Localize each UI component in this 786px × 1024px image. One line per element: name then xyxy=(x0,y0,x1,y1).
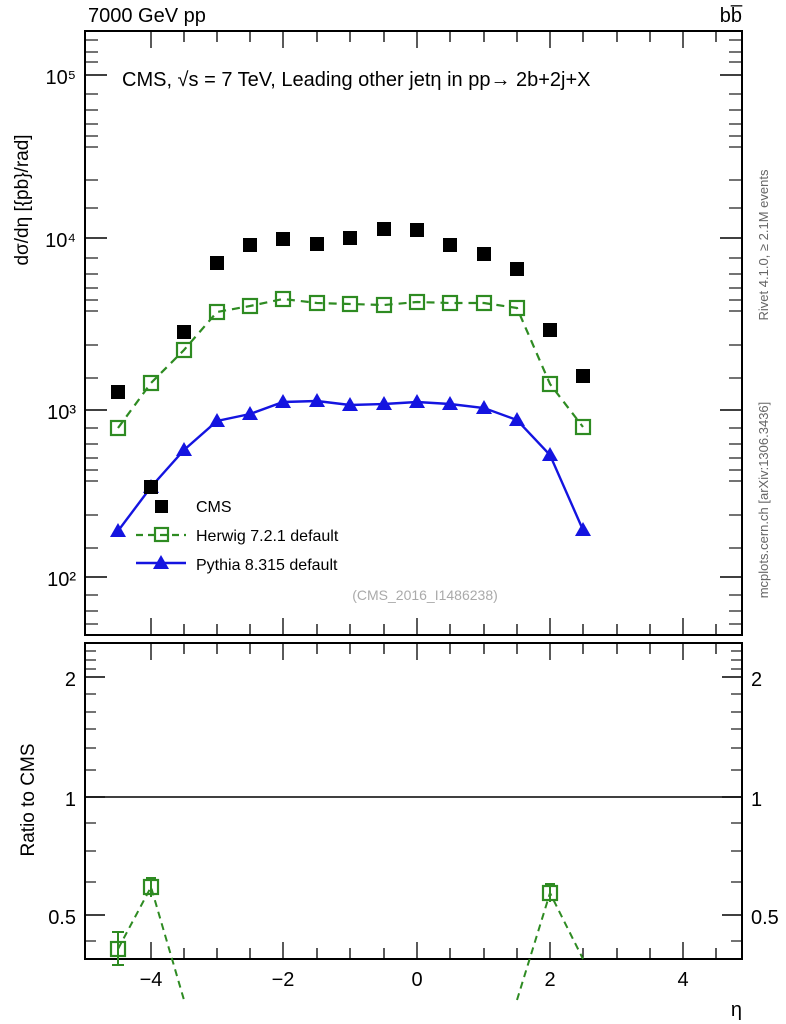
series-markers-herwig xyxy=(109,290,592,437)
ratio-ytick-2-left: 2 xyxy=(65,669,76,691)
xaxis-label: η xyxy=(731,999,742,1021)
ratio-ytick-05-right: 0.5 xyxy=(751,907,779,929)
series-line-herwig xyxy=(117,297,584,429)
main-yaxis-label: dσ/dη [{pb}/rad] xyxy=(12,134,33,265)
main-y-ticks xyxy=(85,39,742,625)
legend-item-cms[interactable]: CMS xyxy=(155,499,232,516)
legend-label-cms: CMS xyxy=(196,499,232,516)
xtick-4: 4 xyxy=(677,969,688,991)
legend-marker-herwig-icon xyxy=(153,526,170,543)
analysis-watermark: (CMS_2016_I1486238) xyxy=(352,587,498,603)
ratio-ytick-05-left: 0.5 xyxy=(48,907,76,929)
legend-item-herwig[interactable]: Herwig 7.2.1 default xyxy=(136,526,339,545)
xtick-2: 2 xyxy=(544,969,555,991)
ratio-ytick-1-right: 1 xyxy=(751,789,762,811)
mcplots-credit: mcplots.cern.ch [arXiv:1306.3436] xyxy=(756,402,771,599)
legend-label-herwig: Herwig 7.2.1 default xyxy=(196,528,339,545)
main-ytick-1e4: 10⁴ xyxy=(45,230,76,252)
header-beam-label: 7000 GeV pp xyxy=(88,5,206,27)
plot-title: CMS, √s = 7 TeV, Leading other jetη in p… xyxy=(122,69,591,91)
ratio-ytick-1-left: 1 xyxy=(65,789,76,811)
header-process-label: bb̅ xyxy=(720,4,743,27)
legend-label-pythia: Pythia 8.315 default xyxy=(196,557,338,574)
rivet-version-credit: Rivet 4.1.0, ≥ 2.1M events xyxy=(756,169,771,320)
main-panel-frame xyxy=(84,30,743,636)
series-markers-cms xyxy=(111,222,590,494)
ratio-yaxis-label: Ratio to CMS xyxy=(18,744,39,857)
legend-marker-cms-icon xyxy=(155,500,168,513)
series-markers-pythia xyxy=(110,393,591,537)
main-ytick-1e2: 10² xyxy=(47,569,76,591)
ratio-series-herwig xyxy=(109,877,584,1001)
main-ytick-1e3: 10³ xyxy=(47,402,76,424)
ratio-y-ticks xyxy=(85,650,742,942)
ratio-panel-frame xyxy=(84,642,743,960)
ratio-ytick-2-right: 2 xyxy=(751,669,762,691)
main-ytick-1e5: 10⁵ xyxy=(45,67,76,89)
xtick-minus2: −2 xyxy=(272,969,295,991)
xtick-minus4: −4 xyxy=(140,969,163,991)
legend: CMS Herwig 7.2.1 default Pythia 8.315 de… xyxy=(136,499,339,574)
legend-item-pythia[interactable]: Pythia 8.315 default xyxy=(136,555,338,574)
main-x-ticks xyxy=(150,31,717,635)
legend-marker-pythia-icon xyxy=(153,555,169,569)
xtick-zero: 0 xyxy=(411,969,422,991)
ratio-x-ticks xyxy=(150,643,717,959)
